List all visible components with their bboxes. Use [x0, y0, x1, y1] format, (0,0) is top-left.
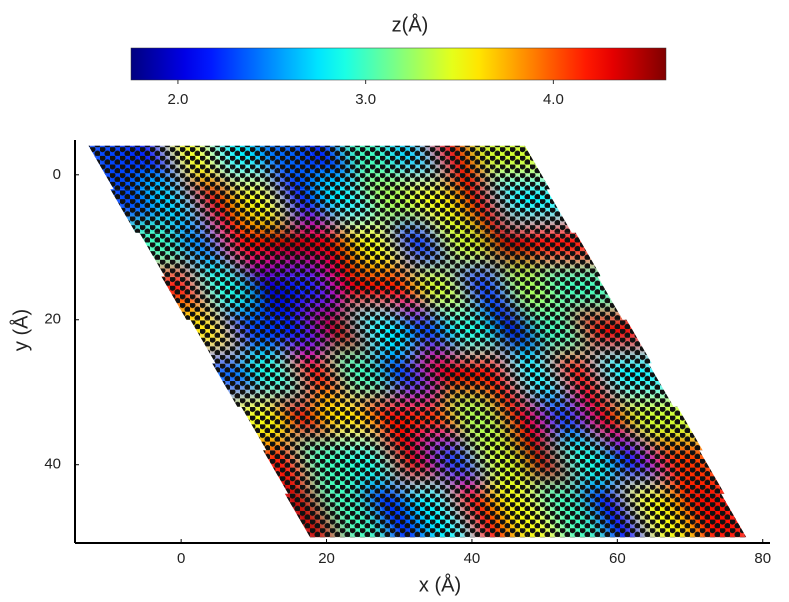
y-tick-label: 20 — [44, 311, 61, 328]
colorbar-tick-label: 3.0 — [355, 91, 376, 108]
colorbar-title: z(Å) — [392, 13, 429, 36]
colorbar — [130, 47, 667, 81]
x-tick-label: 0 — [177, 550, 185, 567]
y-tick-label: 0 — [53, 166, 61, 183]
x-tick-label: 20 — [318, 550, 335, 567]
colorbar-tick-label: 2.0 — [168, 91, 189, 108]
x-tick-label: 80 — [754, 550, 771, 567]
colorbar-tick-label: 4.0 — [543, 91, 564, 108]
atom-lattice — [88, 145, 747, 538]
y-axis-label: y (Å) — [9, 309, 32, 351]
y-tick-label: 40 — [44, 456, 61, 473]
x-axis-label: x (Å) — [419, 573, 461, 596]
x-tick-label: 60 — [609, 550, 626, 567]
x-tick-label: 40 — [464, 550, 481, 567]
